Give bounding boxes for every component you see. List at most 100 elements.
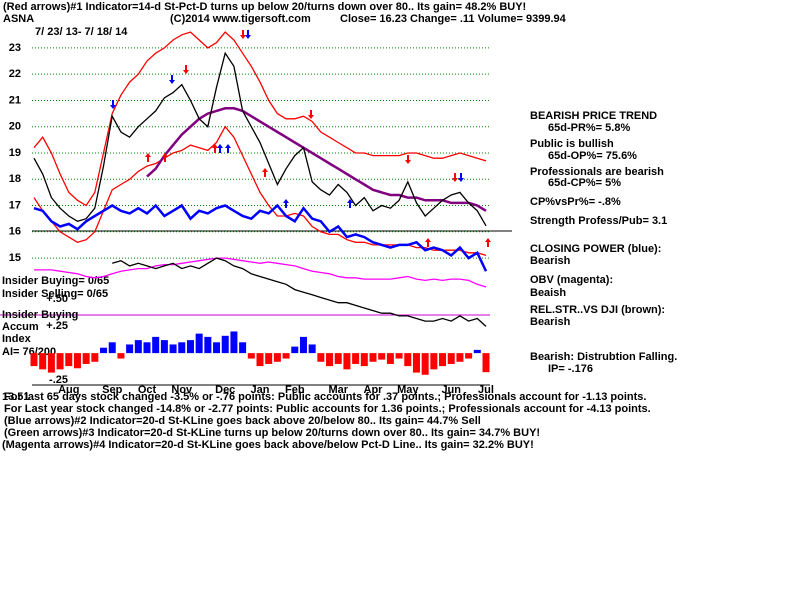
bar: [473, 349, 481, 354]
panel-label: Index: [2, 333, 32, 345]
y-tick-label: 18: [9, 173, 21, 185]
panel-label: Insider Buying: [2, 309, 78, 321]
bar: [160, 340, 168, 354]
sidebar-text: Bearish: Distrubtion Falling.: [530, 351, 677, 363]
bar: [430, 353, 438, 370]
sidebar-text: Public is bullish: [530, 138, 614, 150]
bar: [395, 353, 403, 359]
x-tick-label: Apr: [364, 384, 384, 396]
bar: [412, 353, 420, 373]
bar: [308, 344, 316, 354]
bar: [108, 342, 116, 354]
signal-arrow: [347, 199, 353, 208]
signal-arrow: [308, 110, 314, 119]
signal-arrow: [425, 238, 431, 247]
x-tick-label: Jan: [251, 384, 270, 396]
signal-arrow: [110, 100, 116, 109]
bar: [386, 353, 394, 364]
panel-label: Insider Buying= 0/65: [2, 275, 109, 287]
y-tick-label: -.25: [49, 374, 68, 386]
signal-arrow: [145, 153, 151, 162]
bar: [465, 353, 473, 359]
bar: [265, 353, 273, 364]
bar: [273, 353, 281, 362]
y-tick-label: 16: [9, 226, 21, 238]
sidebar-text: Beaish: [530, 287, 566, 299]
signal-arrow: [240, 30, 246, 39]
bar: [117, 353, 125, 359]
x-tick-label: Jun: [441, 384, 461, 396]
bar: [482, 353, 490, 373]
symbol: ASNA: [3, 13, 34, 25]
bar: [152, 336, 160, 354]
y-tick-label: 17: [9, 199, 21, 211]
quote: Close= 16.23 Change= .11 Volume= 9399.94: [340, 13, 567, 25]
x-tick-label: Dec: [215, 384, 235, 396]
bar: [282, 353, 290, 359]
bar: [39, 353, 47, 370]
sidebar-text: CLOSING POWER (blue):: [530, 243, 661, 255]
bar: [334, 353, 342, 364]
series-line: [112, 257, 487, 327]
bar: [143, 342, 151, 354]
bar: [178, 342, 186, 354]
bar: [447, 353, 455, 364]
bar: [56, 353, 64, 370]
bar: [378, 353, 386, 360]
y-tick-label: 19: [9, 147, 21, 159]
bar: [456, 353, 464, 362]
signal-arrow: [283, 199, 289, 208]
sidebar-text: Professionals are bearish: [530, 166, 664, 178]
footer-text: For Last year stock changed -14.8% or -2…: [4, 403, 651, 415]
x-tick-label: Feb: [285, 384, 305, 396]
bar: [247, 353, 255, 359]
sidebar-text: Bearish: [530, 255, 571, 267]
bar: [326, 353, 334, 367]
bar: [73, 353, 81, 369]
y-tick-label: 22: [9, 68, 21, 80]
bar: [369, 353, 377, 362]
signal-arrow: [485, 238, 491, 247]
signal-arrow: [458, 173, 464, 182]
signal-arrow: [162, 153, 168, 162]
panel-label: Accum: [2, 321, 39, 333]
bar: [169, 344, 177, 354]
y-tick-label: 15: [9, 252, 21, 264]
x-tick-label: Nov: [171, 384, 193, 396]
sidebar-text: Strength Profess/Pub= 3.1: [530, 215, 667, 227]
signal-arrow: [212, 144, 218, 153]
bar: [100, 347, 108, 354]
series-line: [33, 51, 487, 227]
sidebar-text: OBV (magenta):: [530, 274, 613, 286]
series-line: [33, 125, 487, 257]
x-tick-label: Jul: [478, 384, 494, 396]
signal-arrow: [169, 75, 175, 84]
bar: [195, 333, 203, 354]
bar: [221, 335, 229, 354]
signal-arrow: [225, 144, 231, 153]
footer-text: For last 65 days stock changed -3.5% or …: [4, 391, 646, 403]
x-tick-label: May: [397, 384, 419, 396]
sidebar-text: BEARISH PRICE TREND: [530, 110, 657, 122]
series-line: [146, 107, 487, 212]
bar: [47, 353, 55, 373]
x-tick-label: Sep: [102, 384, 122, 396]
y-tick-label: 21: [9, 94, 21, 106]
x-tick-label: Aug: [58, 384, 79, 396]
bar: [30, 353, 38, 367]
signal-arrow: [217, 144, 223, 153]
series-line: [34, 257, 487, 288]
bar: [186, 340, 194, 354]
bar: [91, 353, 99, 362]
sidebar-text: IP= -.176: [548, 363, 593, 375]
series-line: [33, 31, 487, 207]
sidebar-text: CP%vsPr%= -.8%: [530, 196, 621, 208]
bar: [291, 346, 299, 354]
bar: [299, 336, 307, 354]
bar: [239, 342, 247, 354]
y-tick-label: +.50: [46, 293, 68, 305]
signal-arrow: [183, 65, 189, 74]
sidebar-text: Bearish: [530, 316, 571, 328]
bar: [126, 344, 134, 354]
